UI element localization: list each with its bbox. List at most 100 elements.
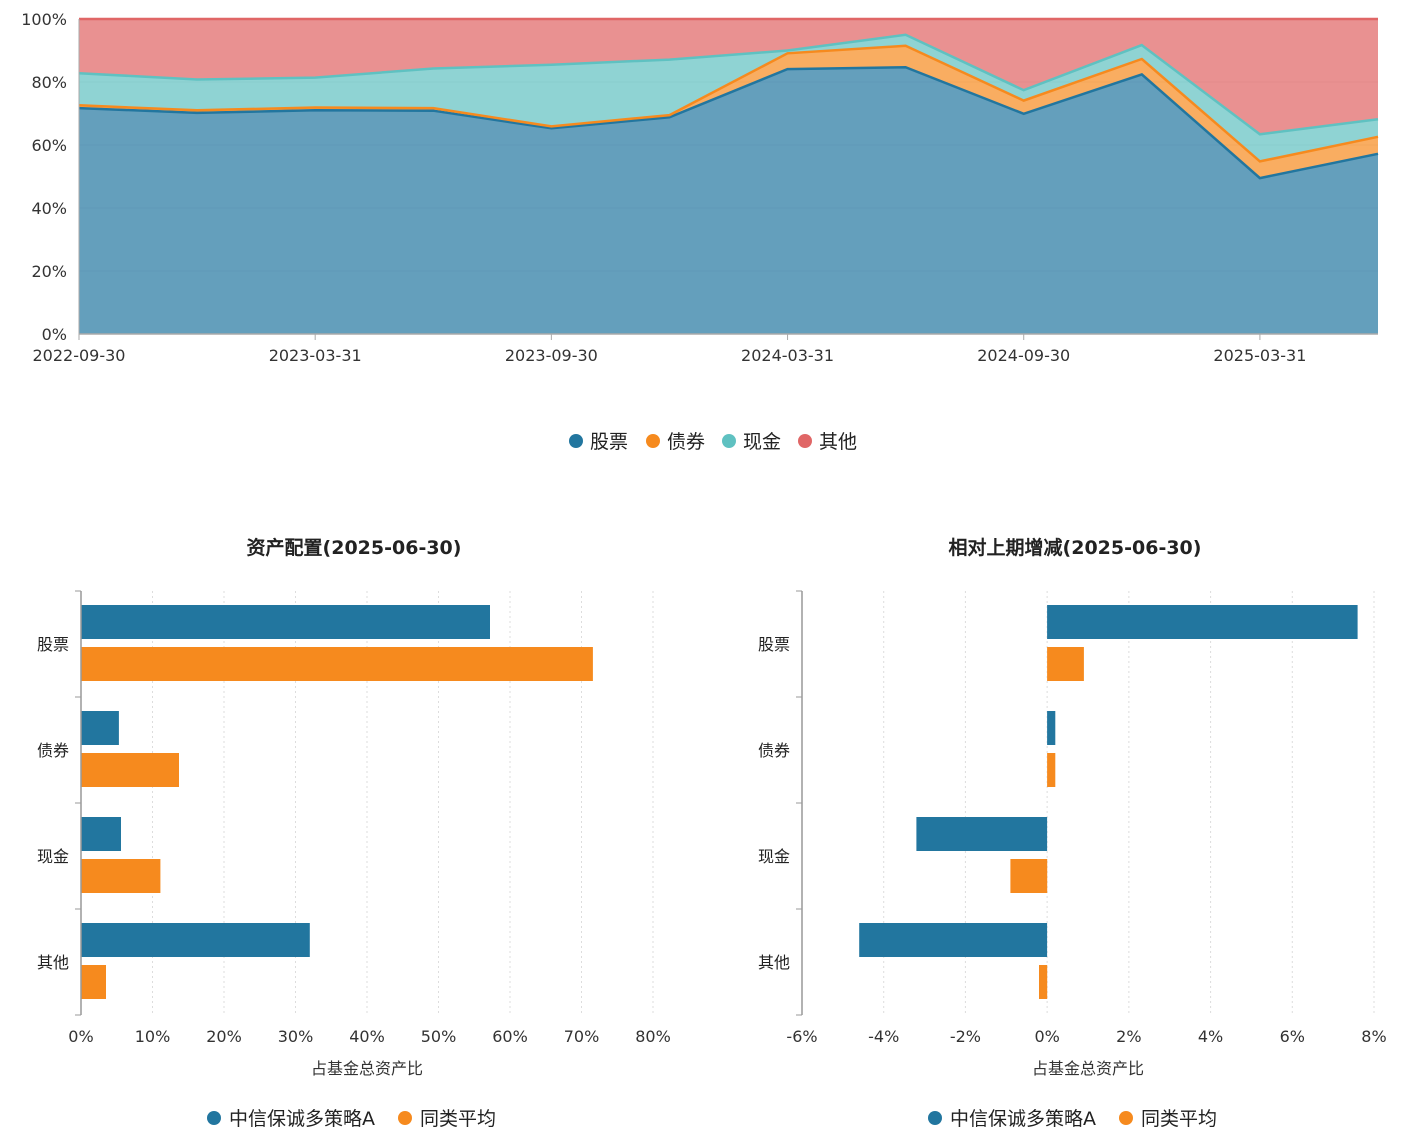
legend-item-同类平均[interactable]: 同类平均 (1119, 1108, 1217, 1130)
area-y-tick-labels: 0% 20% 40% 60% 80% 100% (21, 10, 67, 344)
period-change-x-axis-label: 占基金总资产比 (1032, 1059, 1144, 1078)
area-x-tick-label: 2023-09-30 (505, 346, 598, 365)
category-label: 债券 (758, 741, 790, 760)
bar-x-tick-label: 8% (1361, 1027, 1386, 1046)
bar-现金-同类平均[interactable] (81, 859, 161, 893)
area-chart-axes (78, 19, 1378, 335)
asset-allocation-title: 资产配置(2025-06-30) (247, 536, 462, 559)
bar-其他-中信保诚多策略A[interactable] (859, 923, 1048, 957)
area-x-tick-label: 2024-09-30 (977, 346, 1070, 365)
area-x-tick-labels: 2022-09-30 2023-03-31 2023-09-30 2024-03-31… (33, 334, 1306, 365)
area-x-tick-label: 2024-03-31 (741, 346, 834, 365)
legend-marker-icon (569, 434, 583, 448)
area-y-tick-label: 20% (31, 262, 67, 281)
legend-marker-icon (722, 434, 736, 448)
legend-marker-icon (798, 434, 812, 448)
category-label: 其他 (758, 953, 790, 972)
bar-现金-同类平均[interactable] (1010, 859, 1048, 893)
legend-item-其他[interactable]: 其他 (798, 431, 857, 453)
legend-item-现金[interactable]: 现金 (722, 431, 781, 453)
bar-现金-中信保诚多策略A[interactable] (916, 817, 1048, 851)
asset-allocation-axes (75, 590, 82, 1016)
period-change-axes (796, 590, 803, 1016)
area-x-tick-label: 2023-03-31 (269, 346, 362, 365)
area-series-股票 (79, 67, 1378, 334)
legend-label: 其他 (819, 431, 857, 453)
bar-其他-中信保诚多策略A[interactable] (81, 923, 310, 957)
category-label: 现金 (758, 847, 790, 866)
bar-x-tick-label: 2% (1116, 1027, 1141, 1046)
period-change-chart: 相对上期增减(2025-06-30) -6% -4% -2% 0% 2% 4% 6% 8% 股… (758, 536, 1387, 1130)
period-change-bars (859, 605, 1358, 999)
legend-marker-icon (398, 1111, 412, 1125)
bar-现金-中信保诚多策略A[interactable] (81, 817, 121, 851)
bar-其他-同类平均[interactable] (81, 965, 106, 999)
bar-债券-同类平均[interactable] (1047, 753, 1056, 787)
period-change-legend[interactable]: 中信保诚多策略A 同类平均 (928, 1108, 1217, 1130)
area-y-tick-label: 60% (31, 136, 67, 155)
legend-label: 同类平均 (1141, 1108, 1217, 1130)
legend-marker-icon (207, 1111, 221, 1125)
legend-item-同类平均[interactable]: 同类平均 (398, 1108, 496, 1130)
area-y-tick-label: 40% (31, 199, 67, 218)
bar-x-tick-label: -6% (786, 1027, 817, 1046)
bar-股票-中信保诚多策略A[interactable] (81, 605, 490, 639)
category-label: 股票 (758, 635, 790, 654)
bar-股票-同类平均[interactable] (81, 647, 593, 681)
legend-item-债券[interactable]: 债券 (646, 431, 705, 453)
bar-x-tick-label: 0% (1034, 1027, 1059, 1046)
area-series-其他 (79, 19, 1378, 135)
area-series-债券 (79, 45, 1378, 179)
asset-allocation-legend[interactable]: 中信保诚多策略A 同类平均 (207, 1108, 496, 1130)
bar-x-tick-label: 80% (635, 1027, 671, 1046)
area-chart-legend[interactable]: 股票 债券 现金 其他 (569, 431, 857, 453)
area-y-tick-label: 80% (31, 73, 67, 92)
bar-x-tick-label: 0% (68, 1027, 93, 1046)
legend-marker-icon (646, 434, 660, 448)
bar-债券-中信保诚多策略A[interactable] (1047, 711, 1056, 745)
area-x-tick-label: 2025-03-31 (1213, 346, 1306, 365)
area-x-tick-label: 2022-09-30 (33, 346, 126, 365)
bar-股票-中信保诚多策略A[interactable] (1047, 605, 1358, 639)
asset-allocation-chart: 资产配置(2025-06-30) 0% 10% 20% 30% 40% 50% 60% 70%… (37, 536, 671, 1130)
area-y-tick-label: 100% (21, 10, 67, 29)
area-series-line-债券 (78, 44, 1379, 163)
bar-x-tick-label: -2% (950, 1027, 981, 1046)
period-change-x-tick-labels: -6% -4% -2% 0% 2% 4% 6% 8% (786, 1027, 1386, 1046)
stacked-area-chart: 0%20%40%60%80%100% 2022-09-30 2023-03-31 2… (21, 10, 1379, 453)
legend-label: 股票 (590, 431, 628, 453)
bar-x-tick-label: -4% (868, 1027, 899, 1046)
bar-债券-中信保诚多策略A[interactable] (81, 711, 119, 745)
bar-x-tick-label: 4% (1198, 1027, 1223, 1046)
bar-x-tick-label: 20% (206, 1027, 242, 1046)
category-label: 股票 (37, 635, 69, 654)
legend-item-股票[interactable]: 股票 (569, 431, 628, 453)
area-series-line-股票 (78, 65, 1379, 180)
bar-x-tick-label: 10% (135, 1027, 171, 1046)
legend-item-中信保诚多策略A[interactable]: 中信保诚多策略A (207, 1108, 375, 1130)
area-chart-series (78, 17, 1379, 334)
legend-item-中信保诚多策略A[interactable]: 中信保诚多策略A (928, 1108, 1096, 1130)
bar-其他-同类平均[interactable] (1039, 965, 1048, 999)
period-change-title: 相对上期增减(2025-06-30) (949, 536, 1202, 559)
category-label: 其他 (37, 953, 69, 972)
asset-allocation-x-axis-label: 占基金总资产比 (311, 1059, 423, 1078)
legend-marker-icon (928, 1111, 942, 1125)
bar-债券-同类平均[interactable] (81, 753, 179, 787)
legend-label: 中信保诚多策略A (229, 1108, 375, 1130)
category-label: 现金 (37, 847, 69, 866)
bar-x-tick-label: 50% (421, 1027, 457, 1046)
legend-label: 现金 (743, 431, 781, 453)
asset-allocation-bars (81, 605, 593, 999)
legend-label: 债券 (667, 431, 705, 453)
asset-allocation-x-tick-labels: 0% 10% 20% 30% 40% 50% 60% 70% 80% (68, 1027, 670, 1046)
legend-label: 中信保诚多策略A (950, 1108, 1096, 1130)
category-label: 债券 (37, 741, 69, 760)
legend-label: 同类平均 (420, 1108, 496, 1130)
legend-marker-icon (1119, 1111, 1133, 1125)
area-series-现金 (79, 34, 1378, 162)
bar-股票-同类平均[interactable] (1047, 647, 1084, 681)
bar-x-tick-label: 30% (278, 1027, 314, 1046)
